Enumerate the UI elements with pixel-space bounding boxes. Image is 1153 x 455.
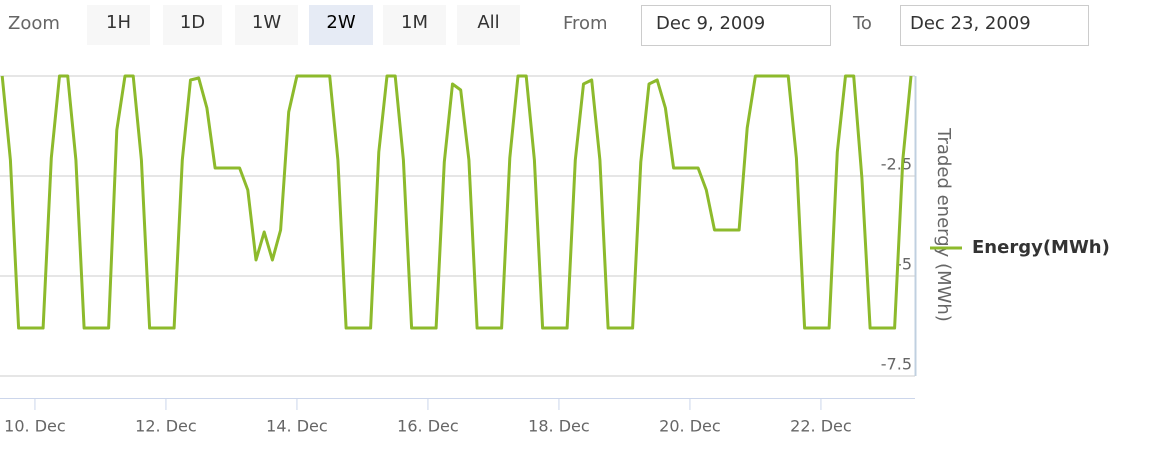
from-value: Dec 9, 2009 <box>656 13 765 34</box>
y-axis-title: Traded energy (MWh) <box>933 127 954 322</box>
zoom-label: Zoom <box>8 13 60 34</box>
from-label: From <box>563 13 608 34</box>
range-button-label: 1H <box>106 12 131 33</box>
y-tick-label: -5 <box>896 255 912 274</box>
legend-label: Energy(MWh) <box>972 237 1110 258</box>
x-tick-label: 20. Dec <box>659 417 721 436</box>
range-buttons: 1H 1D 1W 2W 1M All <box>87 5 520 45</box>
range-button[interactable] <box>235 5 298 45</box>
range-button[interactable] <box>457 5 520 45</box>
series-line <box>0 74 913 330</box>
to-label: To <box>852 13 872 34</box>
y-tick-label: -2.5 <box>881 155 912 174</box>
range-button-label: All <box>477 12 499 33</box>
x-tick-label: 18. Dec <box>528 417 590 436</box>
range-button[interactable] <box>163 5 222 45</box>
from-input[interactable] <box>641 5 831 46</box>
range-button[interactable] <box>383 5 446 45</box>
x-tick-label: 22. Dec <box>790 417 852 436</box>
range-button[interactable] <box>309 5 373 45</box>
range-button-label: 2W <box>326 12 355 33</box>
range-button-label: 1M <box>401 12 428 33</box>
to-input[interactable] <box>900 5 1089 46</box>
y-tick-label: -7.5 <box>881 355 912 374</box>
range-button-label: 1W <box>252 12 281 33</box>
x-tick-label: 12. Dec <box>135 417 197 436</box>
x-tick-label: 10. Dec <box>4 417 66 436</box>
range-button-label: 1D <box>180 12 205 33</box>
range-button[interactable] <box>87 5 150 45</box>
x-tick-label: 14. Dec <box>266 417 328 436</box>
x-tick-label: 16. Dec <box>397 417 459 436</box>
to-value: Dec 23, 2009 <box>910 13 1031 34</box>
